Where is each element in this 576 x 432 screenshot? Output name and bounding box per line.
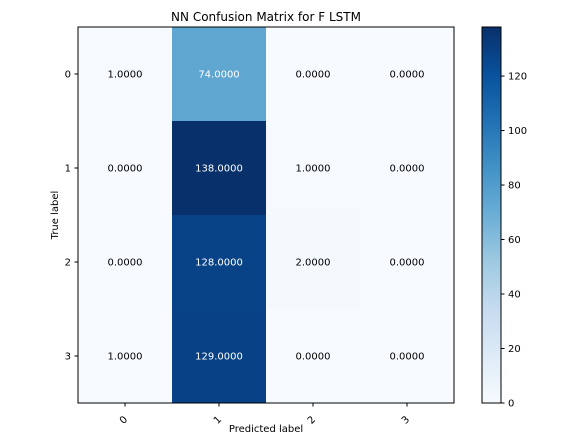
heatmap-cell-r3-c1	[172, 309, 266, 403]
chart-title: NN Confusion Matrix for F LSTM	[171, 10, 361, 24]
cell-value-label-r1-c1: 138.0000	[195, 164, 243, 175]
colorbar-tick-label: 60	[508, 235, 521, 246]
cell-value-label-r3-c1: 129.0000	[195, 352, 243, 363]
cell-value-label-r0-c3: 0.0000	[390, 70, 425, 81]
cell-value-label-r2-c0: 0.0000	[108, 258, 143, 269]
heatmap-cell-r2-c3	[360, 215, 454, 309]
cell-value-label-r1-c2: 1.0000	[296, 164, 331, 175]
y-tick-label: 3	[65, 352, 71, 363]
x-tick-label: 1	[212, 414, 224, 426]
heatmap-cell-r0-c1	[172, 27, 266, 121]
heatmap-cell-r1-c1	[172, 121, 266, 215]
cell-value-label-r1-c3: 0.0000	[390, 164, 425, 175]
cell-value-label-r0-c0: 1.0000	[108, 70, 143, 81]
x-tick-label: 0	[118, 414, 130, 426]
heatmap-cell-r3-c2	[266, 309, 360, 403]
colorbar-tick-label: 20	[508, 344, 521, 355]
y-tick-label: 0	[65, 70, 71, 81]
colorbar-tick-label: 0	[508, 399, 514, 410]
heatmap-cell-r0-c3	[360, 27, 454, 121]
cell-value-label-r0-c1: 74.0000	[198, 70, 239, 81]
heatmap-cell-r2-c0	[78, 215, 172, 309]
heatmap-cells	[78, 27, 454, 403]
x-axis-label: Predicted label	[229, 424, 303, 432]
colorbar	[481, 26, 502, 404]
colorbar-ticks: 0 20 40 60 80 100 120	[501, 72, 527, 410]
cell-value-label-r2-c1: 128.0000	[195, 258, 243, 269]
cell-value-label-r2-c3: 0.0000	[390, 258, 425, 269]
heatmap-cell-r2-c2	[266, 215, 360, 309]
y-axis-ticks: 0 1 2 3	[65, 70, 78, 363]
cell-value-labels: 1.0000 74.0000 0.0000 0.0000 0.0000 138.0000 1…	[108, 70, 425, 363]
colorbar-tick-label: 100	[508, 126, 527, 137]
heatmap-cell-r0-c2	[266, 27, 360, 121]
cell-value-label-r3-c0: 1.0000	[108, 352, 143, 363]
heatmap-cell-r2-c1	[172, 215, 266, 309]
heatmap-cell-r1-c3	[360, 121, 454, 215]
colorbar-tick-label: 80	[508, 181, 521, 192]
colorbar-tick-label: 120	[508, 72, 527, 83]
heatmap-cell-r0-c0	[78, 27, 172, 121]
heatmap-cell-r3-c3	[360, 309, 454, 403]
heatmap-cell-r1-c2	[266, 121, 360, 215]
y-axis-label: True label	[50, 191, 61, 241]
heatmap-cell-r3-c0	[78, 309, 172, 403]
cell-value-label-r3-c3: 0.0000	[390, 352, 425, 363]
y-tick-label: 1	[65, 164, 71, 175]
colorbar-tick-label: 40	[508, 290, 521, 301]
x-tick-label: 3	[400, 414, 412, 426]
cell-value-label-r3-c2: 0.0000	[296, 352, 331, 363]
heatmap-cell-r1-c0	[78, 121, 172, 215]
x-tick-label: 2	[306, 414, 318, 426]
cell-value-label-r1-c0: 0.0000	[108, 164, 143, 175]
y-tick-label: 2	[65, 258, 71, 269]
cell-value-label-r2-c2: 2.0000	[296, 258, 331, 269]
cell-value-label-r0-c2: 0.0000	[296, 70, 331, 81]
plot-frame	[77, 26, 455, 404]
